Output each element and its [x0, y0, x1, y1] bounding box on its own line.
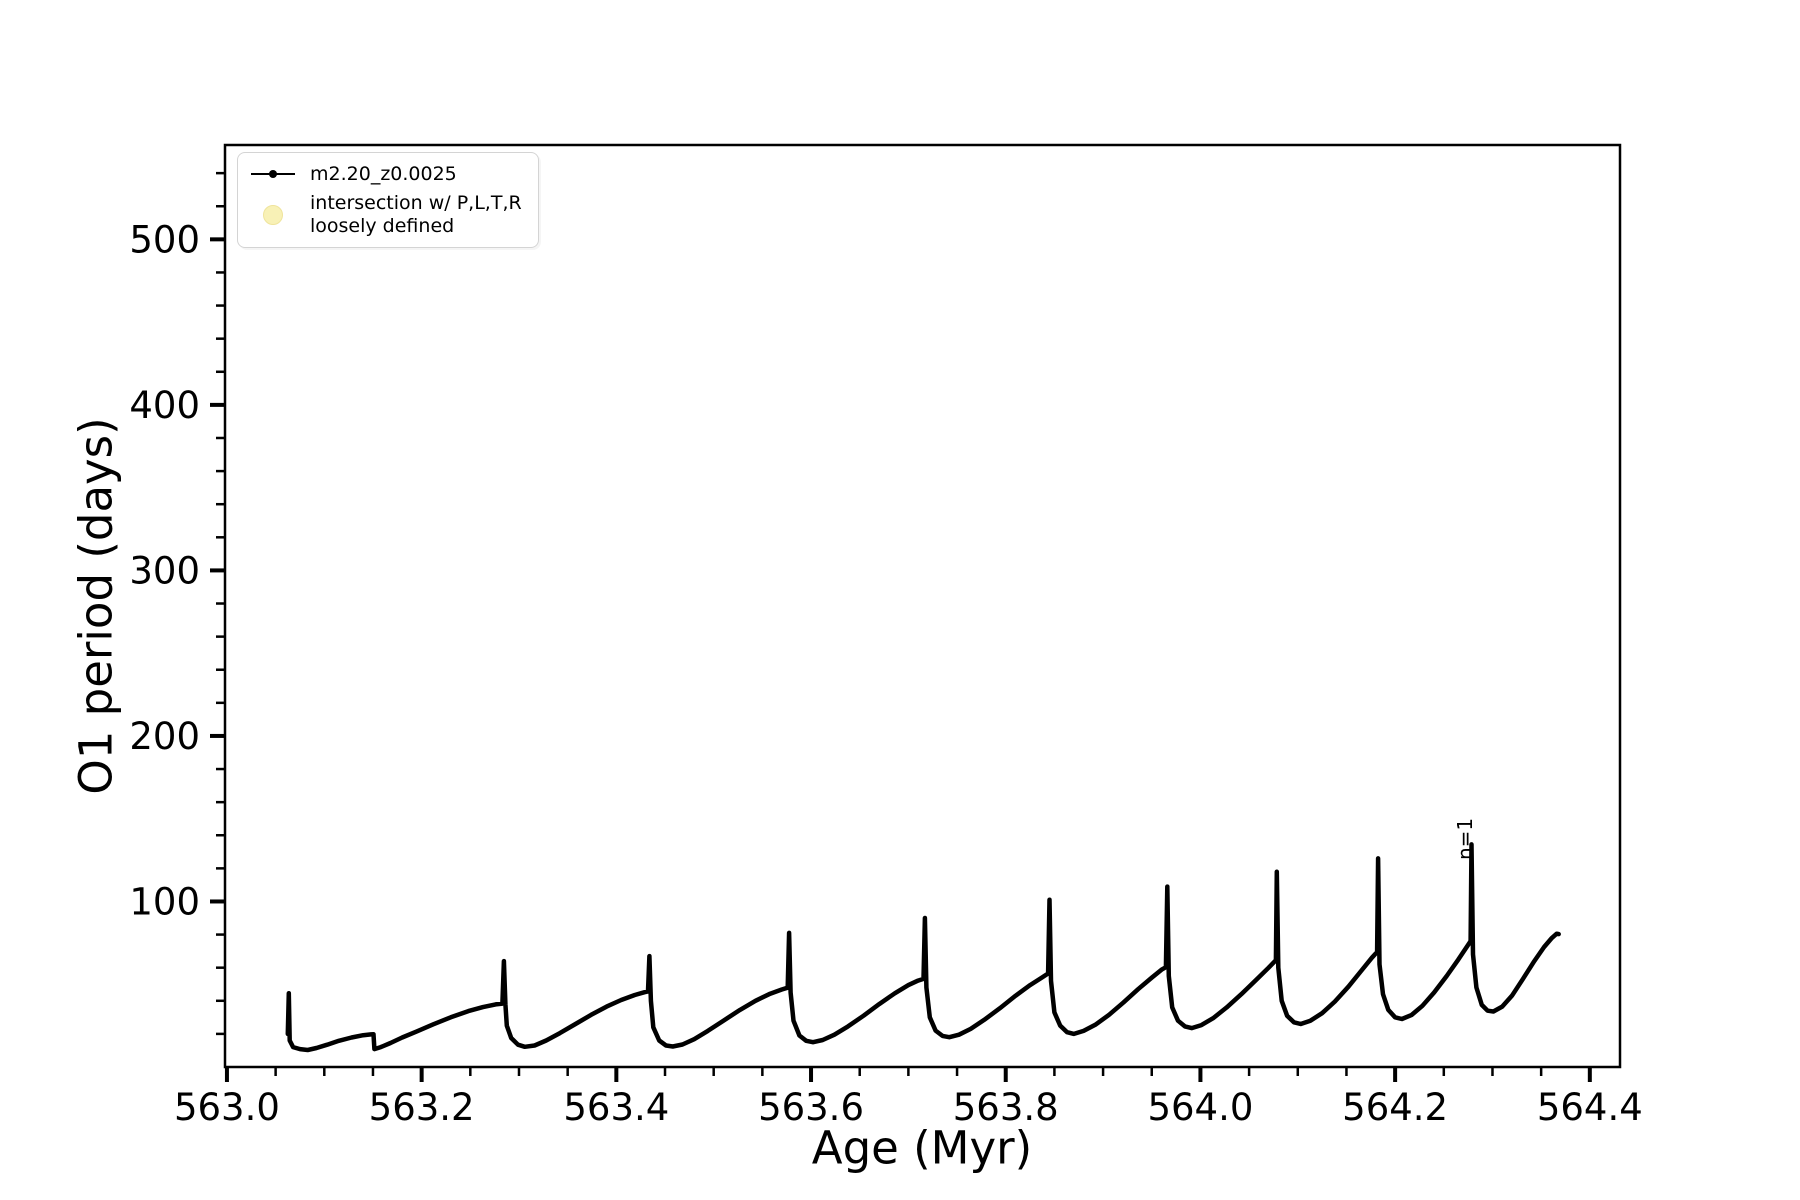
- y-tick-label: 200: [129, 715, 200, 758]
- y-tick-label: 400: [129, 384, 200, 427]
- y-tick-label: 100: [129, 880, 200, 923]
- y-tick-label: 300: [129, 549, 200, 592]
- legend-entry-label: intersection w/ P,L,T,R loosely defined: [310, 192, 522, 237]
- y-axis-label: O1 period (days): [69, 417, 123, 795]
- x-tick-label: 563.4: [563, 1086, 669, 1129]
- plot-spines: [223, 143, 1622, 1069]
- x-tick-label: 564.0: [1147, 1086, 1253, 1129]
- line-dot-marker-icon: [250, 170, 296, 179]
- y-tick-label: 500: [129, 218, 200, 261]
- x-tick-label: 564.4: [1537, 1086, 1643, 1129]
- x-axis-label: Age (Myr): [811, 1121, 1033, 1175]
- x-tick-label: 563.2: [369, 1086, 475, 1129]
- x-tick-label: 563.8: [953, 1086, 1059, 1129]
- data-series-line: [285, 842, 1561, 1053]
- x-tick-label: 563.0: [174, 1086, 280, 1129]
- legend: m2.20_z0.0025 intersection w/ P,L,T,R lo…: [237, 152, 539, 249]
- circle-marker-icon: [250, 204, 296, 225]
- legend-entry: m2.20_z0.0025: [250, 163, 522, 185]
- legend-entry-label: m2.20_z0.0025: [310, 163, 457, 185]
- x-tick-label: 564.2: [1342, 1086, 1448, 1129]
- legend-entry: intersection w/ P,L,T,R loosely defined: [250, 192, 522, 237]
- x-tick-label: 563.6: [758, 1086, 864, 1129]
- annotation-n1: n=1: [1452, 818, 1477, 861]
